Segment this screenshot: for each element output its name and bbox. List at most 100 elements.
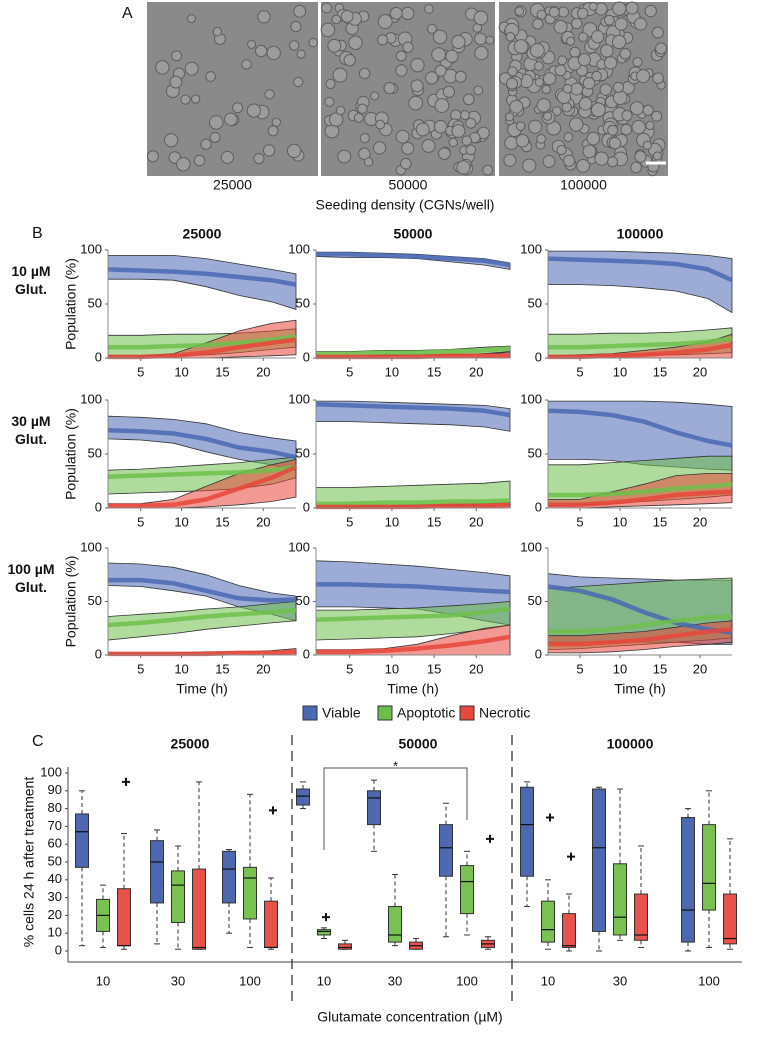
group-title: 50000	[399, 736, 438, 752]
x-tick-label: 30	[171, 973, 185, 988]
x-tick-label: 100	[456, 973, 478, 988]
cell	[200, 138, 212, 150]
cell	[522, 158, 537, 173]
mean-line	[548, 342, 733, 360]
cell	[146, 150, 159, 163]
cell	[620, 123, 633, 136]
cell	[208, 115, 224, 130]
cell	[186, 14, 197, 24]
x-axis-label: Time (h)	[614, 681, 666, 697]
cell	[636, 69, 651, 84]
x-axis-label: Time (h)	[387, 681, 439, 697]
x-tick-label: 20	[469, 364, 483, 379]
cell	[542, 72, 557, 86]
outlier	[567, 852, 575, 861]
cell	[290, 20, 302, 33]
y-tick-label: 100	[520, 241, 542, 256]
y-tick-label: 0	[535, 646, 542, 661]
box	[243, 866, 257, 920]
cell	[328, 112, 344, 127]
mean-line	[547, 408, 733, 448]
cell	[473, 10, 489, 26]
mean-line	[548, 481, 733, 498]
cell	[506, 77, 519, 90]
cell	[542, 155, 556, 168]
cell	[611, 34, 627, 50]
x-tick-label: 10	[96, 973, 110, 988]
cell	[507, 66, 518, 77]
x-tick-label: 10	[613, 364, 627, 379]
cell	[184, 61, 199, 76]
cell	[224, 112, 238, 127]
y-tick-label: 100	[520, 539, 542, 554]
mean-line	[107, 427, 297, 460]
x-tick-label: 10	[385, 364, 399, 379]
cell	[425, 71, 439, 85]
cell	[376, 34, 389, 46]
y-tick-label: 0	[55, 942, 62, 957]
x-tick-label: 20	[693, 514, 707, 529]
cell	[562, 154, 576, 167]
cell	[292, 76, 304, 88]
x-tick-label: 30	[613, 973, 627, 988]
cell	[532, 18, 544, 30]
image-label: 50000	[389, 177, 428, 193]
cell	[325, 78, 336, 90]
cell	[271, 117, 281, 127]
y-tick-label: 50	[88, 295, 102, 310]
cell	[176, 157, 191, 172]
cell	[372, 141, 387, 155]
cell	[451, 34, 466, 50]
x-tick-label: 20	[256, 364, 270, 379]
cell	[424, 4, 434, 14]
cell	[432, 29, 448, 45]
cell	[445, 49, 459, 63]
cell	[293, 4, 307, 18]
cell	[576, 7, 589, 20]
mean-line	[316, 346, 511, 356]
cell	[571, 17, 583, 30]
cell	[590, 102, 606, 118]
micrograph	[498, 1, 668, 177]
box	[723, 893, 737, 945]
cell	[576, 159, 591, 173]
mean-line	[107, 267, 297, 287]
y-tick-label: 10	[48, 925, 62, 940]
cell	[327, 38, 342, 53]
cell	[474, 46, 489, 61]
y-tick-label: 0	[535, 349, 542, 364]
x-tick-label: 15	[215, 364, 229, 379]
cell	[264, 89, 275, 100]
cell	[599, 83, 613, 96]
row-label: 10 µM Glut.	[11, 263, 51, 297]
group-title: 100000	[607, 736, 654, 752]
cell	[570, 82, 584, 96]
cell	[577, 53, 591, 67]
cell	[431, 47, 447, 63]
y-tick-label: 50	[296, 593, 310, 608]
cell	[337, 149, 352, 164]
cell	[655, 42, 668, 55]
x-tick-label: 20	[693, 364, 707, 379]
x-tick-label: 15	[215, 514, 229, 529]
cell	[603, 14, 615, 26]
box	[388, 906, 402, 943]
cell	[421, 139, 436, 153]
image-label: 100000	[560, 177, 607, 193]
cell	[410, 79, 424, 93]
y-tick-label: 100	[80, 539, 102, 554]
box	[264, 900, 278, 948]
y-tick-label: 30	[48, 889, 62, 904]
mean-line	[547, 256, 733, 283]
cell	[253, 153, 265, 165]
y-tick-label: 40	[48, 871, 62, 886]
cell	[164, 133, 179, 148]
x-tick-label: 10	[174, 514, 188, 529]
cell	[505, 31, 516, 42]
x-tick-label: 15	[653, 661, 667, 676]
y-tick-label: 0	[95, 349, 102, 364]
box	[317, 929, 331, 936]
mean-line	[108, 577, 297, 603]
cell	[308, 37, 318, 48]
